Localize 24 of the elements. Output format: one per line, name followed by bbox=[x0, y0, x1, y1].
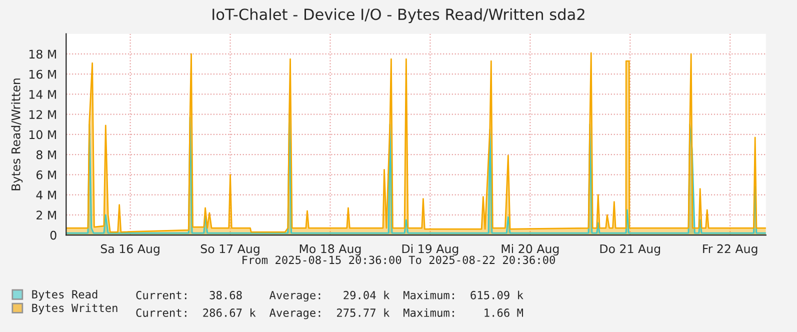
y-tick-label: 18 M bbox=[29, 50, 56, 59]
y-tick-label: 12 M bbox=[29, 110, 56, 119]
x-tick-label: Sa 16 Aug bbox=[100, 244, 160, 256]
x-tick-label: Mi 20 Aug bbox=[502, 244, 559, 256]
x-tick-label: Fr 22 Aug bbox=[703, 244, 758, 256]
y-tick-label: 8 M bbox=[36, 150, 56, 160]
chart-title: IoT-Chalet - Device I/O - Bytes Read/Written sda2 bbox=[212, 8, 584, 24]
legend-label: Bytes Written bbox=[32, 304, 118, 314]
y-axis-title: Bytes Read/Written bbox=[11, 78, 23, 190]
y-tick-label: 4 M bbox=[36, 190, 56, 200]
y-tick-label: 10 M bbox=[29, 130, 56, 140]
y-tick-label: 0 bbox=[50, 230, 56, 240]
x-tick-label: So 17 Aug bbox=[200, 244, 260, 256]
y-tick-label: 6 M bbox=[36, 170, 56, 180]
x-tick-label: Mo 18 Aug bbox=[300, 244, 361, 256]
legend-label: Bytes Read bbox=[32, 290, 98, 301]
y-tick-label: 2 M bbox=[36, 210, 56, 220]
y-tick-label: 14 M bbox=[29, 90, 56, 99]
text: From 2025-08-15 20:36:00 To 2025-08-22 20:36:00 bbox=[242, 256, 555, 264]
y-tick-label: 16 M bbox=[29, 70, 56, 79]
text: Current: 38.68 Average: 29.04 k Maximum: 615.09 k bbox=[136, 290, 524, 302]
x-tick-label: Do 21 Aug bbox=[600, 244, 660, 256]
text: Current: 286.67 k Average: 275.77 k Maximum: 1.66 M bbox=[136, 308, 523, 320]
x-tick-label: Di 19 Aug bbox=[402, 244, 458, 256]
